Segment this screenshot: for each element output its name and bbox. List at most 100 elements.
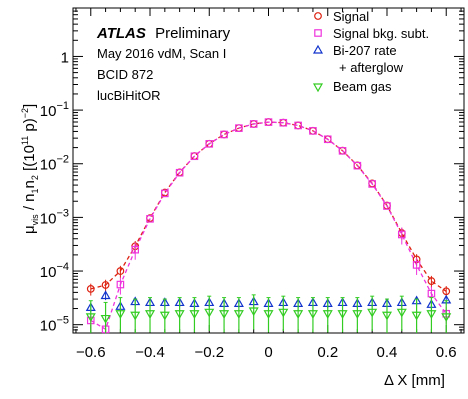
point-signal-bkg-subt	[279, 118, 288, 127]
legend-marker-signal	[314, 12, 322, 20]
point-signal-bkg-subt	[116, 280, 125, 289]
y-tick-label: 1	[61, 49, 69, 66]
point-beam-gas	[293, 310, 304, 319]
legend: Signal Signal bkg. subt. Bi-207 rate + a…	[312, 9, 429, 94]
point-beam-gas	[174, 310, 185, 319]
legend-entry-signal: Signal	[314, 9, 369, 24]
point-beam-gas	[159, 311, 170, 321]
series-triangle-down	[85, 294, 452, 333]
point-beam-gas	[441, 313, 452, 323]
y-tick-label-base: 10	[40, 157, 57, 174]
legend-label-bi207-line2: + afterglow	[339, 60, 404, 75]
point-beam-gas	[130, 311, 141, 321]
y-axis-title-slash: / n	[21, 193, 38, 214]
point-beam-gas	[204, 308, 215, 318]
y-tick-label-base: 1	[61, 49, 69, 66]
legend-marker-signal-bkg-subt	[314, 29, 322, 37]
y-tick-label: 10−3	[40, 207, 69, 227]
y-tick-label-exponent: −5	[56, 315, 69, 327]
point-beam-gas	[381, 311, 393, 321]
svg-text:ATLAS Preliminary: ATLAS Preliminary	[96, 25, 231, 42]
y-tick-label-exponent: −3	[56, 207, 69, 219]
point-beam-gas	[233, 310, 244, 319]
y-tick-label-exponent: −1	[56, 100, 69, 112]
y-tick-label-exponent: −2	[56, 154, 69, 166]
y-axis-title-p: p)	[21, 118, 38, 136]
point-signal-bkg-subt	[205, 140, 214, 148]
y-tick-label-base: 10	[40, 210, 57, 227]
point-signal-bkg-subt	[323, 135, 332, 144]
y-tick-label: 10−5	[40, 315, 69, 335]
data-points	[85, 118, 452, 334]
preliminary-label: Preliminary	[155, 25, 231, 42]
x-tick-label: −0.2	[194, 344, 224, 361]
point-signal-bkg-subt	[175, 168, 184, 177]
legend-label-bi207: Bi-207 rate	[333, 43, 397, 58]
legend-label-signal-bkg-subt: Signal bkg. subt.	[333, 26, 429, 41]
x-tick-label: 0.2	[317, 344, 338, 361]
y-axis-title-sub-2: 2	[30, 175, 40, 180]
fit-curves	[90, 121, 447, 331]
annotation-scan: May 2016 vdM, Scan I	[97, 46, 226, 61]
y-axis-title-unit: [(10	[21, 145, 38, 175]
y-tick-label: 10−2	[40, 154, 69, 174]
point-beam-gas	[189, 310, 200, 319]
y-tick-label-base: 10	[40, 103, 57, 120]
point-signal-bkg-subt	[190, 152, 199, 161]
y-axis-title: μvis / n1n2 [(1011 p)−2]	[20, 104, 40, 234]
fit-curve-1	[90, 121, 447, 331]
y-axis-title-sub-vis: vis	[30, 214, 40, 225]
point-signal-bkg-subt	[338, 147, 347, 155]
y-axis-title-close: ]	[21, 104, 38, 108]
point-beam-gas	[352, 310, 363, 319]
point-beam-gas	[426, 310, 437, 319]
legend-label-signal: Signal	[333, 9, 369, 24]
annotation-bcid: BCID 872	[97, 67, 153, 82]
legend-entry-beam-gas: Beam gas	[312, 79, 392, 94]
atlas-label: ATLAS	[96, 25, 146, 42]
point-signal-bkg-subt	[383, 202, 391, 210]
x-tick-label: 0.6	[436, 344, 457, 361]
point-beam-gas	[322, 310, 333, 319]
point-signal-bkg-subt	[294, 121, 302, 130]
x-tick-label: 0.4	[377, 344, 398, 361]
point-signal-bkg-subt	[353, 161, 362, 170]
point-signal-bkg-subt	[309, 127, 317, 135]
legend-label-beam-gas: Beam gas	[333, 79, 392, 94]
point-signal-bkg-subt	[264, 118, 273, 126]
legend-marker-beam-gas	[312, 83, 324, 93]
x-axis-title: Δ X [mm]	[384, 372, 445, 389]
point-bi207	[100, 290, 111, 300]
point-beam-gas	[248, 307, 259, 317]
svg-text:μvis / n1n2 [(1011 p)−2]: μvis / n1n2 [(1011 p)−2]	[20, 104, 40, 234]
point-beam-gas	[367, 308, 378, 318]
point-beam-gas	[411, 311, 422, 321]
point-signal-bkg-subt	[427, 289, 436, 298]
point-beam-gas	[144, 310, 156, 319]
point-beam-gas	[219, 310, 230, 319]
point-beam-gas	[115, 310, 126, 319]
point-signal	[427, 277, 436, 285]
point-signal-bkg-subt	[397, 230, 406, 239]
point-signal-bkg-subt	[161, 189, 169, 198]
point-beam-gas	[307, 310, 318, 319]
y-tick-label: 10−1	[40, 100, 69, 120]
annotation-block: ATLAS Preliminary May 2016 vdM, Scan I B…	[96, 25, 231, 103]
x-tick-label: −0.6	[76, 344, 106, 361]
legend-entry-signal-bkg-subt: Signal bkg. subt.	[314, 26, 429, 41]
y-axis-title-mu: μ	[21, 225, 38, 234]
point-signal-bkg-subt	[220, 130, 228, 139]
y-axis-title-sub-1: 1	[30, 188, 40, 193]
point-signal-bkg-subt	[249, 120, 258, 128]
point-beam-gas	[337, 310, 348, 319]
point-beam-gas	[396, 308, 407, 318]
point-signal-bkg-subt	[368, 180, 376, 188]
y-tick-label-exponent: −4	[56, 261, 69, 273]
y-axis-title-n2: n	[21, 180, 38, 188]
y-tick-label-base: 10	[40, 264, 57, 281]
y-tick-label-base: 10	[40, 318, 57, 335]
legend-marker-bi207	[312, 44, 324, 54]
y-tick-label: 10−4	[40, 261, 69, 281]
point-beam-gas	[263, 310, 274, 319]
